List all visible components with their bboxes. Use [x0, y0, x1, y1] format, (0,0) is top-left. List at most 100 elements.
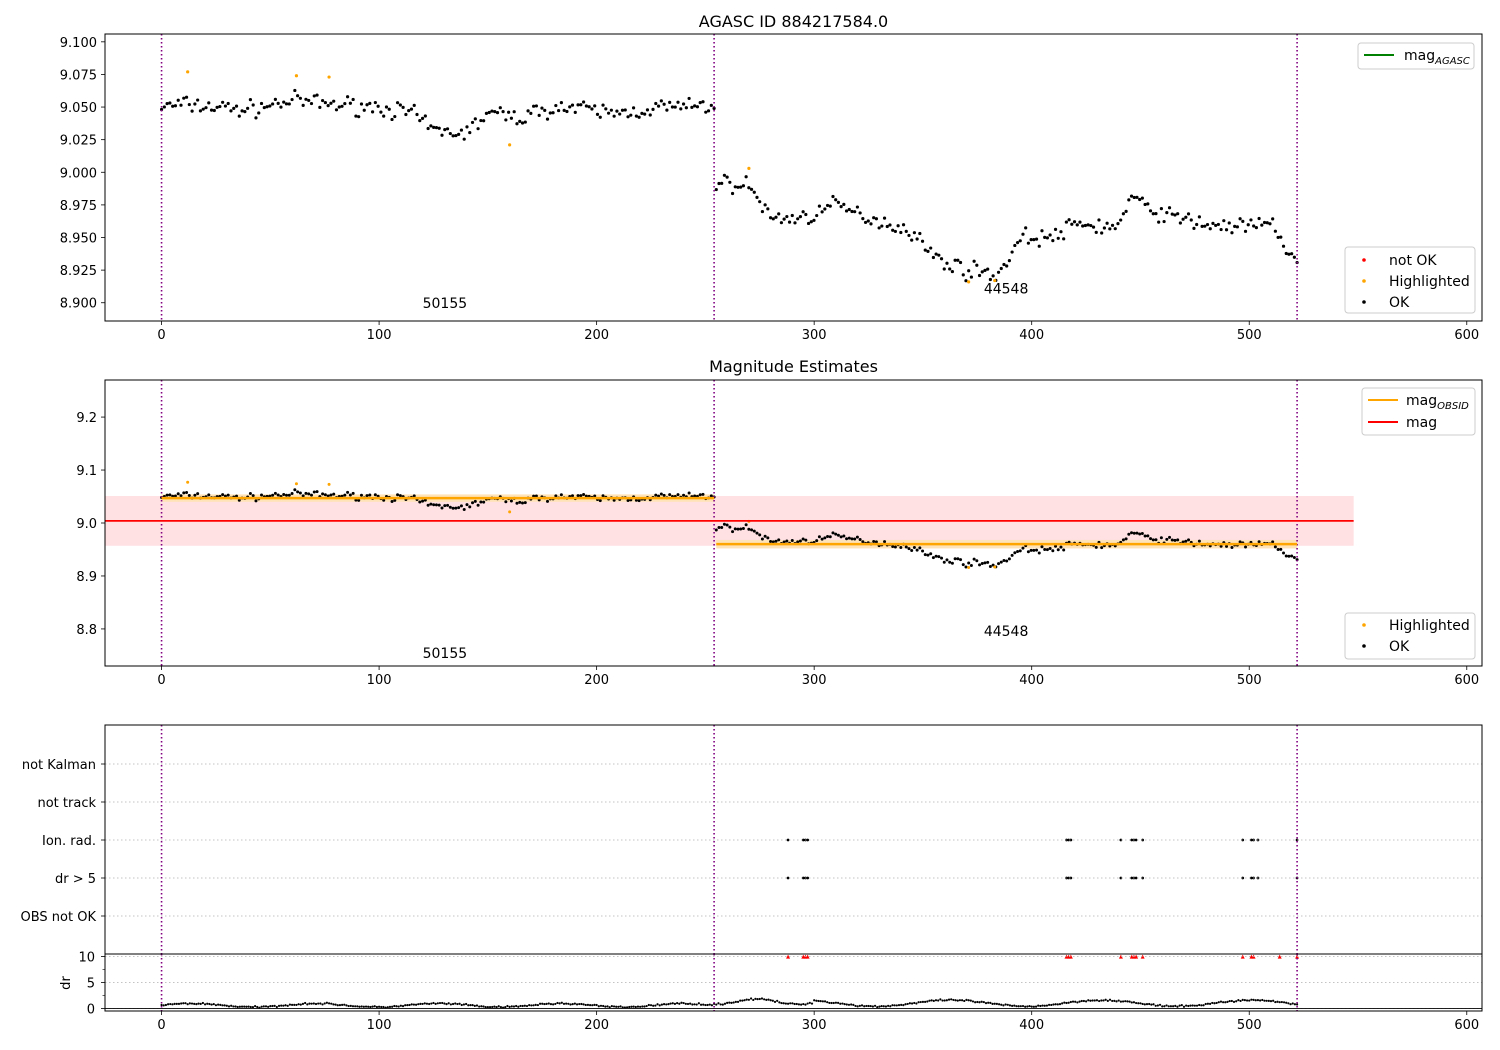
ok-point	[570, 494, 574, 498]
ok-point	[304, 491, 308, 495]
dr-point	[728, 1001, 731, 1004]
ok-point	[1067, 218, 1071, 222]
ok-point	[687, 96, 691, 101]
dr-point	[971, 1000, 975, 1003]
ok-point	[907, 233, 911, 238]
dr-point	[1024, 1005, 1027, 1008]
ok-point	[839, 535, 843, 539]
dr-point	[610, 1004, 613, 1008]
dr-point	[578, 1002, 581, 1006]
ok-point	[801, 210, 805, 214]
dr-point	[589, 1003, 592, 1007]
dr-point	[199, 1002, 202, 1005]
dr-point	[262, 1005, 265, 1008]
dr-point	[1128, 1000, 1131, 1003]
ok-point	[421, 499, 425, 503]
dr-point	[928, 999, 931, 1002]
dr-point	[699, 1003, 703, 1006]
ok-point	[1227, 221, 1231, 225]
y-tick-label: 8.900	[60, 297, 97, 312]
x-tick-label: 200	[584, 673, 609, 688]
highlighted-point	[294, 482, 298, 486]
dr-point	[749, 997, 753, 1000]
ok-point	[321, 492, 325, 496]
ok-point	[673, 105, 677, 109]
dr-point	[891, 1004, 894, 1007]
dr-point	[1171, 1005, 1175, 1008]
ok-point	[1260, 223, 1264, 227]
dr-point	[597, 1005, 600, 1008]
ok-point	[579, 494, 583, 498]
ok-point	[409, 107, 414, 111]
ok-point	[659, 99, 663, 103]
ok-point	[1138, 197, 1142, 202]
ok-point	[1116, 222, 1120, 226]
dr-point	[1180, 1004, 1183, 1007]
dr-point	[726, 1001, 729, 1004]
dr-point	[408, 1003, 411, 1007]
dr-point	[1048, 1003, 1051, 1006]
ok-point	[1129, 194, 1134, 198]
dr-point	[186, 1003, 189, 1006]
dr-point	[965, 998, 968, 1001]
ok-point	[1276, 547, 1280, 551]
ok-point	[590, 107, 594, 111]
dr-point	[362, 1005, 365, 1008]
dr-point	[956, 999, 959, 1002]
legend-label-mag-agasc: magAGASC	[1404, 48, 1470, 67]
highlighted-point	[294, 74, 299, 78]
dr-point	[756, 998, 759, 1001]
ok-point	[376, 104, 380, 108]
dr-point	[349, 1004, 352, 1007]
dr-point	[854, 1004, 857, 1008]
legend-marker	[1362, 644, 1366, 648]
dr-point	[169, 1002, 172, 1006]
dr-point	[1263, 999, 1266, 1002]
dr-point	[1067, 1001, 1070, 1004]
legend-label: mag	[1406, 415, 1437, 431]
ok-point	[1081, 224, 1085, 228]
dr-point	[1259, 999, 1262, 1002]
ok-point	[179, 103, 183, 107]
dr-point	[1011, 1004, 1014, 1007]
y-tick-label: 0	[87, 1002, 95, 1017]
ok-point	[248, 491, 252, 495]
legend-label: Highlighted	[1389, 618, 1470, 634]
ok-point	[387, 107, 391, 111]
dr-point	[1043, 1004, 1046, 1007]
dr-point	[293, 1003, 296, 1006]
dr-point	[930, 999, 933, 1002]
y-axis-label: dr	[59, 976, 74, 990]
ok-point	[926, 249, 930, 253]
dr-point	[282, 1004, 285, 1007]
dr-point	[1219, 1000, 1223, 1003]
dr-point	[1150, 1003, 1153, 1006]
dr-point	[454, 1002, 457, 1005]
dr-point	[832, 1001, 835, 1005]
flag-point	[1134, 876, 1138, 880]
ok-point	[961, 563, 965, 567]
ok-point	[484, 111, 489, 115]
ok-point	[918, 546, 922, 550]
ok-point	[1132, 195, 1136, 200]
x-tick-label: 0	[157, 328, 165, 343]
dr-point	[800, 1003, 803, 1006]
ok-point	[1162, 219, 1166, 224]
ok-point	[736, 185, 740, 189]
ok-point	[817, 535, 821, 539]
dr-point	[373, 1005, 376, 1008]
dr-point	[841, 1002, 844, 1005]
ok-point	[334, 108, 339, 112]
dr-point	[913, 1001, 916, 1005]
dr-point	[1213, 1002, 1216, 1005]
ok-point	[1043, 235, 1047, 240]
ok-point	[473, 499, 477, 503]
ok-point	[212, 108, 216, 113]
dr-point	[441, 1001, 444, 1005]
x-tick-label: 500	[1237, 1018, 1262, 1033]
ok-point	[687, 491, 691, 495]
ok-point	[997, 562, 1001, 566]
ok-point	[1040, 545, 1044, 549]
ok-point	[204, 106, 208, 110]
